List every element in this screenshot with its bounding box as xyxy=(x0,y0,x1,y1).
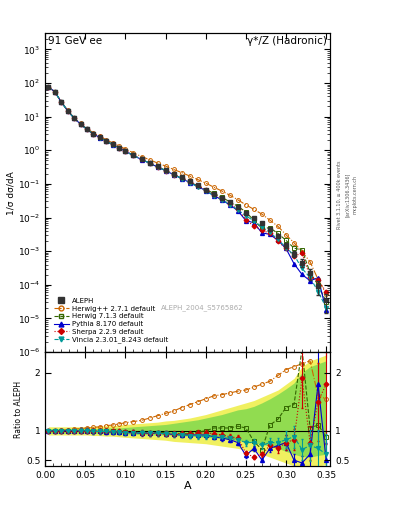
X-axis label: A: A xyxy=(184,481,191,491)
Text: γ*/Z (Hadronic): γ*/Z (Hadronic) xyxy=(248,36,327,47)
Y-axis label: 1/σ dσ/dA: 1/σ dσ/dA xyxy=(6,171,15,215)
Text: mcplots.cern.ch: mcplots.cern.ch xyxy=(353,175,358,214)
Text: [arXiv:1306.3436]: [arXiv:1306.3436] xyxy=(345,173,350,217)
Text: 91 GeV ee: 91 GeV ee xyxy=(48,36,102,47)
Y-axis label: Ratio to ALEPH: Ratio to ALEPH xyxy=(14,380,23,438)
Legend: ALEPH, Herwig++ 2.7.1 default, Herwig 7.1.3 default, Pythia 8.170 default, Sherp: ALEPH, Herwig++ 2.7.1 default, Herwig 7.… xyxy=(51,296,170,346)
Text: ALEPH_2004_S5765862: ALEPH_2004_S5765862 xyxy=(161,304,243,311)
Text: Rivet 3.1.10, ≥ 400k events: Rivet 3.1.10, ≥ 400k events xyxy=(336,160,342,229)
